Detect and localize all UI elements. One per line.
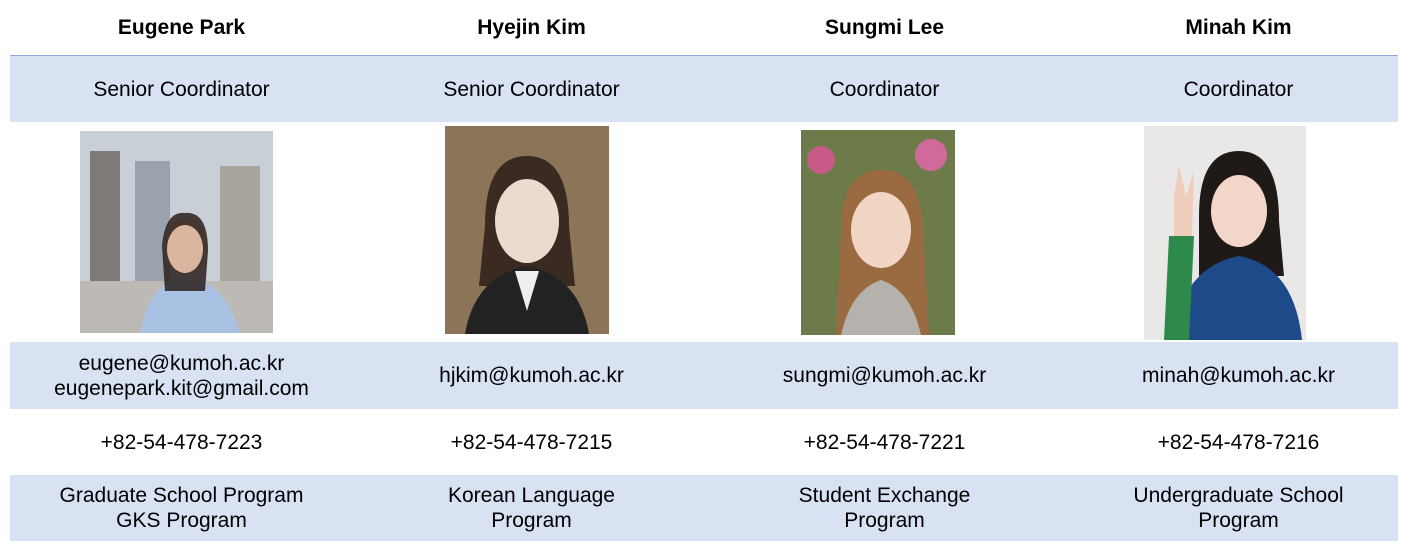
row-shade (10, 342, 1398, 409)
email-cell: eugene@kumoh.ac.kr eugenepark.kit@gmail.c… (8, 342, 355, 409)
phone-cell: +82-54-478-7215 (358, 409, 705, 475)
photo (445, 126, 609, 334)
phone-cell: +82-54-478-7221 (711, 409, 1058, 475)
name-text: Sungmi Lee (824, 16, 945, 39)
program-text: Program (1198, 509, 1279, 532)
name-text: Hyejin Kim (477, 16, 586, 39)
email-text: hjkim@kumoh.ac.kr (439, 364, 624, 387)
email-text: minah@kumoh.ac.kr (1142, 364, 1335, 387)
email-cell: minah@kumoh.ac.kr (1065, 342, 1402, 409)
program-text: Graduate School Program (59, 484, 304, 507)
header-rule (10, 55, 1398, 56)
role-cell: Senior Coordinator (358, 56, 705, 122)
program-text: Program (844, 509, 925, 532)
email-cell: sungmi@kumoh.ac.kr (711, 342, 1058, 409)
role-cell: Coordinator (711, 56, 1058, 122)
program-text: Student Exchange (798, 484, 971, 507)
role-text: Coordinator (829, 77, 940, 101)
program-cell: Korean Language Program (358, 475, 705, 541)
program-text: Korean Language (448, 484, 615, 507)
program-text: Undergraduate School (1133, 484, 1344, 507)
program-cell: Student Exchange Program (711, 475, 1058, 541)
photo (801, 130, 955, 335)
phone-cell: +82-54-478-7223 (8, 409, 355, 475)
row-shade (10, 475, 1398, 541)
role-text: Coordinator (1183, 77, 1294, 101)
role-text: Senior Coordinator (93, 77, 270, 101)
program-text: Program (491, 509, 572, 532)
name-text: Minah Kim (1185, 16, 1292, 39)
name-text: Eugene Park (117, 16, 246, 39)
phone-cell: +82-54-478-7216 (1065, 409, 1402, 475)
role-text: Senior Coordinator (443, 77, 620, 101)
name-cell: Minah Kim (1065, 0, 1402, 55)
row-shade (10, 56, 1398, 122)
email-cell: hjkim@kumoh.ac.kr (358, 342, 705, 409)
email-text: eugenepark.kit@gmail.com (54, 376, 309, 400)
email-text: sungmi@kumoh.ac.kr (782, 364, 987, 387)
photo (80, 131, 273, 333)
phone-text: +82-54-478-7221 (803, 430, 966, 454)
role-cell: Senior Coordinator (8, 56, 355, 122)
phone-text: +82-54-478-7223 (100, 430, 263, 454)
name-cell: Eugene Park (8, 0, 355, 55)
email-text: eugene@kumoh.ac.kr (78, 351, 285, 375)
program-cell: Graduate School Program GKS Program (8, 475, 355, 541)
role-cell: Coordinator (1065, 56, 1402, 122)
program-cell: Undergraduate School Program (1065, 475, 1402, 541)
phone-text: +82-54-478-7215 (450, 430, 613, 454)
name-cell: Hyejin Kim (358, 0, 705, 55)
photo (1144, 126, 1306, 340)
name-cell: Sungmi Lee (711, 0, 1058, 55)
program-text: GKS Program (116, 509, 247, 532)
phone-text: +82-54-478-7216 (1157, 430, 1320, 454)
